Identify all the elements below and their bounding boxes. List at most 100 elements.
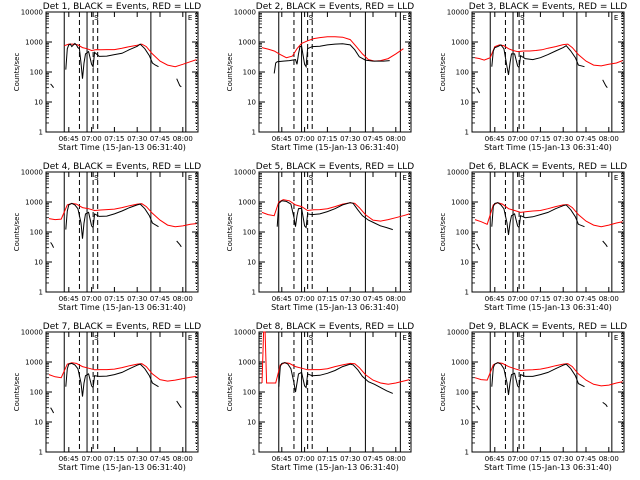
y-axis-label: Counts/sec — [226, 213, 234, 252]
end-marker-letter: E — [188, 174, 192, 182]
x-tick-label: 07:00 — [508, 295, 528, 303]
x-tick-label: 07:30 — [127, 135, 147, 143]
panel-title: Det 3, BLACK = Events, RED = LLD — [469, 2, 628, 12]
x-axis-label: Start Time (15-Jan-13 06:31:40) — [484, 143, 612, 152]
x-tick-label: 07:30 — [553, 135, 573, 143]
x-tick-label: 07:45 — [576, 295, 596, 303]
x-tick-label: 07:30 — [553, 295, 573, 303]
panel-title: Det 7, BLACK = Events, RED = LLD — [43, 322, 202, 332]
y-tick-label: 10 — [460, 259, 469, 267]
y-tick-label: 1000 — [25, 199, 43, 207]
x-tick-label: 07:00 — [295, 455, 315, 463]
plot-frame — [471, 331, 625, 453]
x-tick-label: 07:45 — [150, 455, 170, 463]
y-tick-label: 100 — [456, 229, 469, 237]
y-axis-label: Counts/sec — [226, 53, 234, 92]
end-marker-letter: E — [402, 334, 406, 342]
plot-frame — [258, 331, 412, 453]
y-tick-label: 10 — [34, 259, 43, 267]
start-marker-letter: S — [309, 174, 314, 182]
start-marker-letter: S — [520, 14, 525, 22]
detector-panel-2: Det 2, BLACK = Events, RED = LLD 1 10 100 10… — [226, 2, 414, 152]
x-axis-label: Start Time (15-Jan-13 06:31:40) — [58, 303, 186, 312]
plot-frame — [258, 171, 412, 293]
x-tick-label: 08:00 — [173, 135, 193, 143]
y-tick-label: 1 — [252, 449, 256, 457]
x-tick-label: 07:45 — [150, 135, 170, 143]
x-tick-label: 08:00 — [386, 135, 406, 143]
lld-series-line — [48, 362, 197, 382]
events-series-line — [276, 200, 393, 231]
x-tick-label: 07:00 — [508, 455, 528, 463]
y-tick-label: 10 — [247, 419, 256, 427]
y-axis-label: Counts/sec — [13, 213, 21, 252]
events-series-line — [491, 44, 585, 75]
events-series-line — [602, 240, 608, 248]
x-tick-label: 07:00 — [295, 295, 315, 303]
x-tick-label: 08:00 — [173, 455, 193, 463]
x-tick-label: 07:45 — [363, 295, 383, 303]
x-tick-label: 07:15 — [104, 295, 124, 303]
panel-title: Det 1, BLACK = Events, RED = LLD — [43, 2, 202, 12]
x-tick-label: 07:00 — [82, 135, 102, 143]
x-tick-label: 07:15 — [317, 455, 337, 463]
lld-series-line — [474, 43, 623, 67]
plot-frame — [258, 11, 412, 133]
x-tick-label: 07:15 — [530, 295, 550, 303]
x-tick-label: 08:00 — [386, 295, 406, 303]
y-tick-label: 1000 — [25, 39, 43, 47]
y-tick-label: 1000 — [451, 199, 469, 207]
detector-panel-1: Det 1, BLACK = Events, RED = LLD 1 10 100 10… — [13, 2, 201, 152]
x-axis-label: Start Time (15-Jan-13 06:31:40) — [58, 143, 186, 152]
detector-panel-4: Det 4, BLACK = Events, RED = LLD 1 10 100 10… — [13, 162, 201, 312]
detector-panel-9: Det 9, BLACK = Events, RED = LLD 1 10 100 10… — [439, 322, 627, 472]
x-tick-label: 06:45 — [272, 295, 292, 303]
y-tick-label: 10000 — [21, 329, 43, 337]
x-tick-label: 08:00 — [599, 455, 619, 463]
lld-series-line — [64, 43, 197, 68]
x-tick-label: 07:30 — [127, 295, 147, 303]
y-tick-label: 10 — [247, 259, 256, 267]
y-tick-label: 10000 — [234, 169, 256, 177]
y-tick-label: 100 — [243, 389, 256, 397]
x-tick-label: 06:45 — [272, 135, 292, 143]
events-series-line — [491, 362, 585, 395]
x-tick-label: 07:15 — [317, 135, 337, 143]
y-tick-label: 100 — [30, 229, 43, 237]
x-tick-label: 07:00 — [82, 295, 102, 303]
x-tick-label: 07:30 — [340, 455, 360, 463]
y-axis-label: Counts/sec — [439, 213, 447, 252]
panel-title: Det 9, BLACK = Events, RED = LLD — [469, 322, 628, 332]
events-series-line — [273, 43, 390, 74]
y-tick-label: 1000 — [238, 39, 256, 47]
x-tick-label: 07:00 — [508, 135, 528, 143]
x-tick-label: 07:45 — [363, 135, 383, 143]
panel-title: Det 8, BLACK = Events, RED = LLD — [256, 322, 415, 332]
y-tick-label: 10000 — [21, 169, 43, 177]
events-series-line — [602, 401, 608, 408]
y-tick-label: 1 — [465, 289, 469, 297]
y-axis-label: Counts/sec — [13, 373, 21, 412]
y-tick-label: 100 — [30, 69, 43, 77]
end-marker-letter: E — [402, 174, 406, 182]
x-tick-label: 07:15 — [530, 455, 550, 463]
events-series-line — [476, 243, 481, 251]
x-tick-label: 07:30 — [340, 135, 360, 143]
plot-frame — [471, 11, 625, 133]
lld-series-line — [474, 362, 623, 387]
x-tick-label: 08:00 — [599, 135, 619, 143]
panel-title: Det 5, BLACK = Events, RED = LLD — [256, 162, 415, 172]
x-tick-label: 06:45 — [59, 135, 79, 143]
events-series-line — [476, 405, 481, 411]
x-tick-label: 06:45 — [272, 455, 292, 463]
events-series-line — [65, 202, 159, 239]
y-tick-label: 100 — [456, 389, 469, 397]
y-tick-label: 100 — [456, 69, 469, 77]
start-marker-letter: S — [94, 14, 99, 22]
x-tick-label: 06:45 — [59, 295, 79, 303]
x-tick-label: 07:00 — [82, 455, 102, 463]
end-marker-letter: E — [402, 14, 406, 22]
events-series-line — [50, 83, 54, 88]
y-tick-label: 10 — [460, 419, 469, 427]
x-tick-label: 06:45 — [485, 455, 505, 463]
